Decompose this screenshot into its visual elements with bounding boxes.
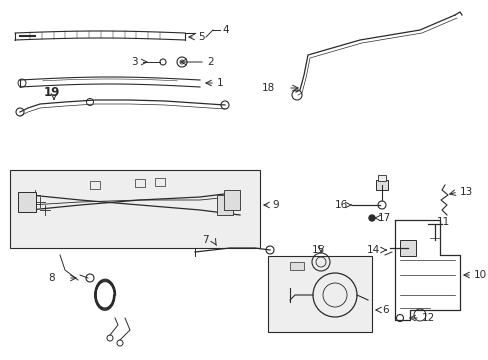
Bar	[224, 190, 240, 210]
Text: 6: 6	[381, 305, 388, 315]
Bar	[267, 256, 371, 332]
Bar	[155, 178, 164, 186]
Bar	[135, 179, 145, 187]
Bar	[375, 180, 387, 190]
Text: 15: 15	[311, 245, 324, 255]
Text: 16: 16	[334, 200, 347, 210]
Text: 5: 5	[198, 32, 204, 42]
Text: 10: 10	[473, 270, 486, 280]
Bar	[90, 181, 100, 189]
Text: 11: 11	[436, 217, 449, 227]
Bar	[377, 175, 385, 181]
Text: 2: 2	[206, 57, 213, 67]
Bar	[10, 170, 260, 248]
Text: 4: 4	[222, 25, 228, 35]
Bar	[399, 240, 415, 256]
Circle shape	[368, 215, 374, 221]
Text: 9: 9	[271, 200, 278, 210]
Text: 18: 18	[261, 83, 274, 93]
Bar	[18, 192, 36, 212]
Text: 12: 12	[421, 313, 434, 323]
Text: 1: 1	[217, 78, 223, 88]
Text: 3: 3	[131, 57, 138, 67]
Bar	[289, 262, 304, 270]
Text: 14: 14	[366, 245, 379, 255]
Text: 19: 19	[44, 86, 60, 99]
Text: 17: 17	[377, 213, 390, 223]
Text: 13: 13	[459, 187, 472, 197]
Text: 8: 8	[48, 273, 55, 283]
Text: 7: 7	[202, 235, 208, 245]
Bar	[217, 195, 232, 215]
